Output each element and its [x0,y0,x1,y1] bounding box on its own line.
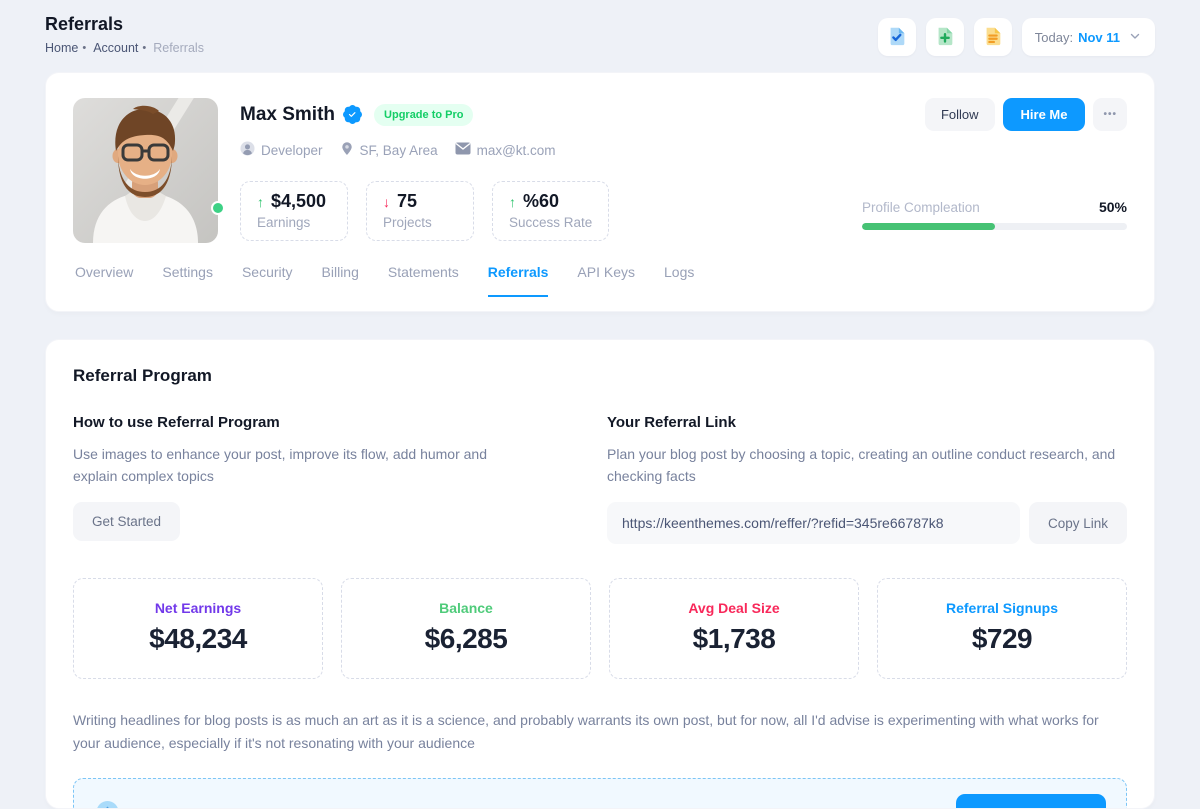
referral-metrics: Net Earnings $48,234 Balance $6,285 Avg … [73,578,1127,679]
verified-badge-icon [343,105,362,124]
online-status-dot [211,201,225,215]
date-label: Today: [1035,30,1073,45]
tab-billing[interactable]: Billing [322,264,359,297]
withdraw-banner: Withdraw Your Money to a Bank Account [73,778,1127,809]
user-icon [240,141,255,159]
get-started-button[interactable]: Get Started [73,502,180,541]
header-actions: Today: Nov 11 [878,18,1155,56]
avatar [73,98,218,243]
tab-settings[interactable]: Settings [162,264,213,297]
profile-card: Max Smith Upgrade to Pro Follow Hire Me … [45,72,1155,312]
trend-up-icon: ↑ [509,194,516,210]
file-check-button[interactable] [878,18,916,56]
tab-statements[interactable]: Statements [388,264,459,297]
copy-link-button[interactable]: Copy Link [1029,502,1127,544]
follow-button[interactable]: Follow [925,98,995,131]
meta-location: SF, Bay Area [340,141,438,159]
metric-referral-signups: Referral Signups $729 [877,578,1127,679]
file-text-icon [982,25,1004,50]
progress-bar [862,223,1127,230]
email-icon [455,142,471,158]
profile-name: Max Smith [240,104,335,126]
page-title: Referrals [45,14,204,35]
breadcrumb-separator: • [82,42,86,54]
stat-projects: ↓ 75 Projects [366,181,474,241]
referral-link-section: Your Referral Link Plan your blog post b… [607,414,1127,544]
how-to-section: How to use Referral Program Use images t… [73,414,529,544]
metric-net-earnings: Net Earnings $48,234 [73,578,323,679]
more-options-button[interactable]: ••• [1093,98,1127,131]
meta-email: max@kt.com [455,141,556,159]
chevron-down-icon [1120,29,1142,46]
how-to-body: Use images to enhance your post, improve… [73,443,529,487]
referral-program-card: Referral Program How to use Referral Pro… [45,339,1155,809]
tab-referrals[interactable]: Referrals [488,264,549,297]
tab-security[interactable]: Security [242,264,293,297]
stat-success-rate: ↑ %60 Success Rate [492,181,609,241]
how-to-heading: How to use Referral Program [73,414,529,431]
upgrade-to-pro-badge[interactable]: Upgrade to Pro [374,104,473,126]
progress-bar-fill [862,223,995,230]
breadcrumb-account[interactable]: Account [93,41,138,55]
progress-percent: 50% [1099,199,1127,215]
file-check-icon [886,25,908,50]
tab-api-keys[interactable]: API Keys [577,264,635,297]
hire-me-button[interactable]: Hire Me [1003,98,1086,131]
profile-meta: Developer SF, Bay Area max@kt.com [240,141,1127,159]
metric-avg-deal-size: Avg Deal Size $1,738 [609,578,859,679]
file-plus-icon [934,25,956,50]
profile-completion: Profile Compleation 50% [862,199,1127,230]
trend-down-icon: ↓ [383,194,390,210]
page-header: Referrals Home • Account • Referrals [45,14,1155,56]
file-text-button[interactable] [974,18,1012,56]
breadcrumb-current: Referrals [153,41,204,55]
referral-link-input[interactable] [607,502,1020,544]
withdraw-action-button[interactable] [956,794,1106,809]
stat-earnings: ↑ $4,500 Earnings [240,181,348,241]
date-picker[interactable]: Today: Nov 11 [1022,18,1155,56]
metric-balance: Balance $6,285 [341,578,591,679]
meta-role: Developer [240,141,323,159]
referral-note: Writing headlines for blog posts is as m… [73,709,1127,755]
referral-link-body: Plan your blog post by choosing a topic,… [607,443,1127,487]
trend-up-icon: ↑ [257,194,264,210]
referral-program-title: Referral Program [73,366,1127,386]
breadcrumb-separator: • [142,42,146,54]
date-value: Nov 11 [1078,30,1120,45]
tab-overview[interactable]: Overview [75,264,133,297]
progress-label: Profile Compleation [862,200,980,215]
referral-link-heading: Your Referral Link [607,414,1127,431]
profile-stats: ↑ $4,500 Earnings ↓ 75 Projects [240,181,609,241]
breadcrumb-home[interactable]: Home [45,41,78,55]
file-plus-button[interactable] [926,18,964,56]
withdraw-banner-title: Withdraw Your Money to a Bank Account [135,806,426,809]
title-block: Referrals Home • Account • Referrals [45,14,204,55]
location-icon [340,141,354,159]
profile-tabs: Overview Settings Security Billing State… [73,264,1127,297]
tab-logs[interactable]: Logs [664,264,694,297]
breadcrumb: Home • Account • Referrals [45,41,204,55]
